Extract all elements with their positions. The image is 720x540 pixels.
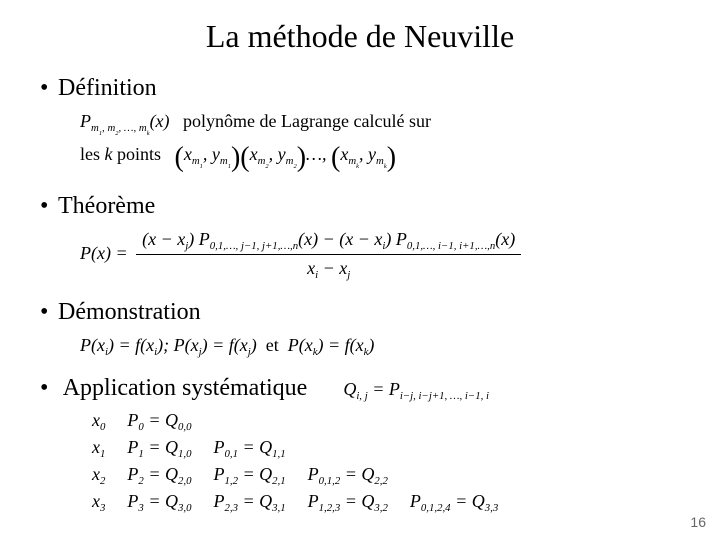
bullet-list-3: Démonstration bbox=[40, 297, 680, 327]
page-title: La méthode de Neuville bbox=[40, 18, 680, 55]
section-theoreme: Théorème bbox=[40, 191, 680, 221]
section-application-label: Application systématique bbox=[63, 375, 308, 401]
bullet-list-4: Application systématique Qi, j = Pi−j, i… bbox=[40, 373, 680, 403]
table-cell: P0,1 = Q1,1 bbox=[213, 437, 285, 460]
section-application: Application systématique Qi, j = Pi−j, i… bbox=[40, 373, 680, 403]
table-cell: P2 = Q2,0 bbox=[127, 464, 191, 487]
table-cell: P0,1,2 = Q2,2 bbox=[308, 464, 388, 487]
section-demonstration: Démonstration bbox=[40, 297, 680, 327]
table-cell: P1,2,3 = Q3,2 bbox=[308, 491, 388, 514]
section-definition: Définition bbox=[40, 73, 680, 103]
definition-text-2b: points bbox=[113, 144, 162, 164]
definition-text-2a: les bbox=[80, 144, 105, 164]
definition-text-1: polynôme de Lagrange calculé sur bbox=[183, 111, 431, 131]
slide: La méthode de Neuville Définition Pm1, m… bbox=[0, 0, 720, 540]
application-table: x0 P0 = Q0,0 x1 P1 = Q1,0 P0,1 = Q1,1 x2 P2 = … bbox=[92, 410, 680, 514]
theorem-lhs: P(x) = bbox=[80, 243, 128, 263]
page-number: 16 bbox=[690, 514, 706, 530]
table-row: x3 P3 = Q3,0 P2,3 = Q3,1 P1,2,3 = Q3,2 P0,1,… bbox=[92, 491, 680, 514]
bullet-list-2: Théorème bbox=[40, 191, 680, 221]
table-cell: P1 = Q1,0 bbox=[127, 437, 191, 460]
definition-k: k bbox=[105, 144, 113, 164]
table-cell: x3 bbox=[92, 491, 105, 514]
definition-points: (xm1, ym1)(xm2, ym2)…, (xmk, ymk) bbox=[175, 144, 397, 164]
table-cell: P2,3 = Q3,1 bbox=[213, 491, 285, 514]
table-row: x0 P0 = Q0,0 bbox=[92, 410, 680, 433]
definition-formula: Pm1, m2, …, mk(x) polynôme de Lagrange c… bbox=[80, 109, 680, 177]
definition-poly-symbol: Pm1, m2, …, mk(x) bbox=[80, 111, 170, 131]
application-q-formula: Qi, j = Pi−j, i−j+1, …, i−1, i bbox=[343, 378, 489, 403]
theorem-denominator: xi − xj bbox=[136, 255, 521, 283]
table-cell: x0 bbox=[92, 410, 105, 433]
table-cell: P1,2 = Q2,1 bbox=[213, 464, 285, 487]
table-row: x1 P1 = Q1,0 P0,1 = Q1,1 bbox=[92, 437, 680, 460]
theorem-formula: P(x) = (x − xj) P0,1,…, j−1, j+1,…,n(x) … bbox=[80, 227, 680, 283]
table-cell: x2 bbox=[92, 464, 105, 487]
table-cell: P3 = Q3,0 bbox=[127, 491, 191, 514]
table-row: x2 P2 = Q2,0 P1,2 = Q2,1 P0,1,2 = Q2,2 bbox=[92, 464, 680, 487]
bullet-list: Définition bbox=[40, 73, 680, 103]
table-cell: P0,1,2,4 = Q3,3 bbox=[410, 491, 498, 514]
demonstration-formula: P(xi) = f(xi); P(xj) = f(xj) et P(xk) = … bbox=[80, 333, 680, 360]
theorem-numerator: (x − xj) P0,1,…, j−1, j+1,…,n(x) − (x − … bbox=[136, 227, 521, 256]
table-cell: x1 bbox=[92, 437, 105, 460]
table-cell: P0 = Q0,0 bbox=[127, 410, 191, 433]
